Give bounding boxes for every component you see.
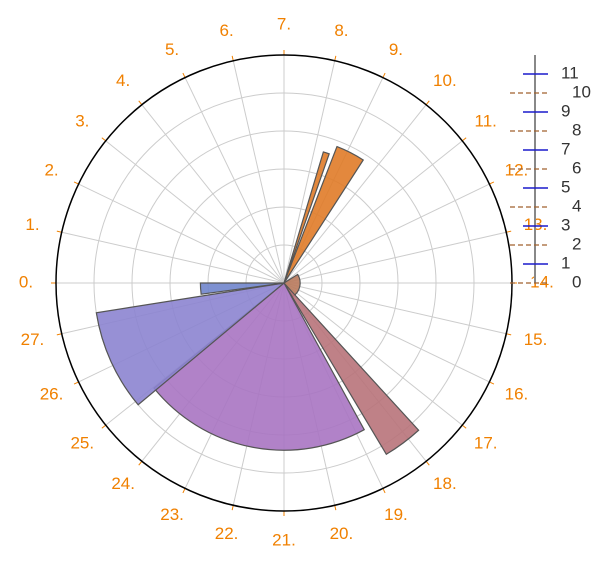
angular-tick xyxy=(73,181,79,185)
angular-tick-label: 4. xyxy=(116,71,130,90)
angular-tick-label: 15. xyxy=(524,330,548,349)
grid-spoke xyxy=(283,60,336,284)
angular-tick-label: 27. xyxy=(21,330,45,349)
angular-tick-label: 16. xyxy=(505,384,529,403)
angular-tick-label: 25. xyxy=(70,433,94,452)
angular-tick xyxy=(138,100,143,106)
angular-tick-label: 8. xyxy=(334,21,348,40)
angular-tick xyxy=(182,488,186,494)
angular-tick xyxy=(56,333,62,336)
angular-tick-label: 6. xyxy=(219,21,233,40)
angular-tick xyxy=(334,55,337,61)
angular-tick-label: 26. xyxy=(40,384,64,403)
grid-spoke xyxy=(184,77,285,284)
radial-tick-label: 4 xyxy=(572,196,581,215)
angular-tick-label: 0. xyxy=(19,272,33,291)
angular-tick xyxy=(138,460,143,466)
angular-tick-label: 18. xyxy=(433,474,457,493)
radial-tick-label: 3 xyxy=(561,215,570,234)
bar xyxy=(283,151,330,284)
angular-tick-label: 14. xyxy=(530,272,554,291)
bar xyxy=(199,282,285,295)
radial-tick-label: 9 xyxy=(561,101,570,120)
radial-tick-label: 0 xyxy=(572,272,581,291)
angular-tick-label: 17. xyxy=(474,433,498,452)
radial-tick-label: 7 xyxy=(561,139,570,158)
angular-tick xyxy=(489,181,495,185)
bar xyxy=(153,282,366,451)
angular-tick-label: 21. xyxy=(272,530,296,549)
angular-tick xyxy=(425,460,430,466)
grid-spoke xyxy=(283,183,490,284)
angular-tick xyxy=(425,100,430,106)
angular-tick-label: 19. xyxy=(384,505,408,524)
angular-tick-label: 22. xyxy=(215,524,239,543)
angular-tick xyxy=(382,72,386,78)
angular-tick xyxy=(506,230,512,233)
grid-spoke xyxy=(232,60,285,284)
angular-tick xyxy=(334,505,337,511)
grid-spoke xyxy=(141,104,285,284)
grid-spoke xyxy=(61,231,285,284)
angular-tick-label: 9. xyxy=(389,40,403,59)
bar xyxy=(283,145,365,284)
grid-spoke xyxy=(283,231,507,284)
angular-tick xyxy=(461,137,467,142)
grid-spoke xyxy=(283,282,463,426)
angular-tick xyxy=(182,72,186,78)
angular-tick-label: 23. xyxy=(160,505,184,524)
grid-spoke xyxy=(78,183,285,284)
angular-tick xyxy=(73,381,79,385)
grid-spoke xyxy=(283,104,427,284)
angular-tick xyxy=(231,505,234,511)
radial-tick-label: 8 xyxy=(572,120,581,139)
angular-tick xyxy=(101,424,107,429)
angular-tick-label: 5. xyxy=(165,40,179,59)
angular-tick xyxy=(489,381,495,385)
bar xyxy=(283,282,420,456)
radial-tick-label: 2 xyxy=(572,234,581,253)
angular-tick-label: 24. xyxy=(111,474,135,493)
angular-tick xyxy=(461,424,467,429)
radial-tick-label: 1 xyxy=(561,253,570,272)
angular-tick-label: 2. xyxy=(44,161,58,180)
radial-tick-label: 11 xyxy=(561,63,579,82)
radial-tick-label: 10 xyxy=(572,82,591,101)
radial-tick-label: 5 xyxy=(561,177,570,196)
grid-spoke xyxy=(283,282,490,383)
angular-tick-label: 3. xyxy=(75,112,89,131)
grid-spoke xyxy=(105,140,285,284)
grid-spoke xyxy=(283,140,463,284)
grid-spoke xyxy=(283,282,507,335)
radial-tick-label: 6 xyxy=(572,158,581,177)
angular-tick-label: 10. xyxy=(433,71,457,90)
angular-tick-label: 12. xyxy=(505,161,529,180)
angular-tick xyxy=(56,230,62,233)
angular-tick xyxy=(506,333,512,336)
angular-tick xyxy=(382,488,386,494)
angular-tick-label: 7. xyxy=(277,14,291,33)
angular-tick-label: 1. xyxy=(25,215,39,234)
angular-tick xyxy=(101,137,107,142)
angular-tick xyxy=(231,55,234,61)
bar xyxy=(95,282,287,406)
angular-tick-label: 11. xyxy=(475,112,497,131)
angular-tick-label: 20. xyxy=(330,524,354,543)
